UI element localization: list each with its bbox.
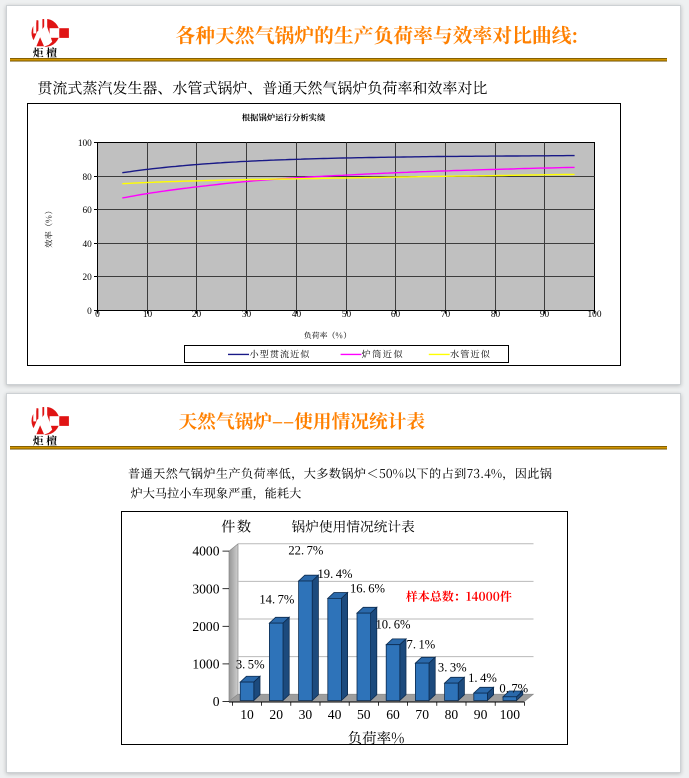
svg-text:100: 100 bbox=[78, 139, 92, 149]
svg-text:60: 60 bbox=[83, 206, 93, 216]
svg-text:80: 80 bbox=[445, 707, 459, 722]
svg-text:0: 0 bbox=[95, 310, 100, 320]
svg-text:80: 80 bbox=[83, 173, 93, 183]
svg-text:90: 90 bbox=[474, 707, 488, 722]
svg-text:10.6%: 10. 6% bbox=[375, 618, 411, 632]
svg-text:50: 50 bbox=[342, 310, 352, 320]
svg-text:16.6%: 16. 6% bbox=[350, 582, 386, 596]
svg-text:70: 70 bbox=[441, 310, 451, 320]
svg-text:20: 20 bbox=[192, 310, 202, 320]
svg-text:40: 40 bbox=[292, 310, 302, 320]
svg-text:7.1%: 7. 1% bbox=[407, 637, 436, 651]
svg-text:10: 10 bbox=[240, 707, 254, 722]
svg-text:2000: 2000 bbox=[192, 619, 219, 634]
svg-text:80: 80 bbox=[491, 310, 501, 320]
svg-text:10: 10 bbox=[143, 310, 153, 320]
svg-text:70: 70 bbox=[415, 707, 429, 722]
svg-text:14.7%: 14. 7% bbox=[259, 593, 295, 607]
svg-text:0: 0 bbox=[87, 307, 92, 317]
svg-text:1.4%: 1. 4% bbox=[468, 671, 497, 685]
svg-text:19.4%: 19. 4% bbox=[317, 567, 353, 581]
svg-text:0: 0 bbox=[213, 694, 220, 709]
svg-text:3000: 3000 bbox=[192, 581, 219, 596]
svg-text:40: 40 bbox=[83, 240, 93, 250]
svg-text:3.3%: 3. 3% bbox=[438, 661, 467, 675]
svg-text:22.7%: 22. 7% bbox=[288, 543, 324, 557]
svg-text:60: 60 bbox=[386, 707, 400, 722]
svg-text:30: 30 bbox=[299, 707, 313, 722]
svg-text:30: 30 bbox=[242, 310, 252, 320]
svg-text:90: 90 bbox=[540, 310, 550, 320]
svg-text:20: 20 bbox=[269, 707, 283, 722]
svg-text:20: 20 bbox=[83, 273, 93, 283]
svg-text:100: 100 bbox=[500, 707, 521, 722]
svg-text:3.5%: 3. 5% bbox=[236, 658, 265, 672]
svg-text:0.7%: 0. 7% bbox=[499, 682, 528, 696]
svg-text:1000: 1000 bbox=[192, 657, 219, 672]
svg-text:60: 60 bbox=[391, 310, 401, 320]
svg-text:40: 40 bbox=[328, 707, 342, 722]
svg-text:100: 100 bbox=[588, 310, 602, 320]
svg-text:4000: 4000 bbox=[192, 544, 219, 559]
svg-text:50: 50 bbox=[357, 707, 371, 722]
